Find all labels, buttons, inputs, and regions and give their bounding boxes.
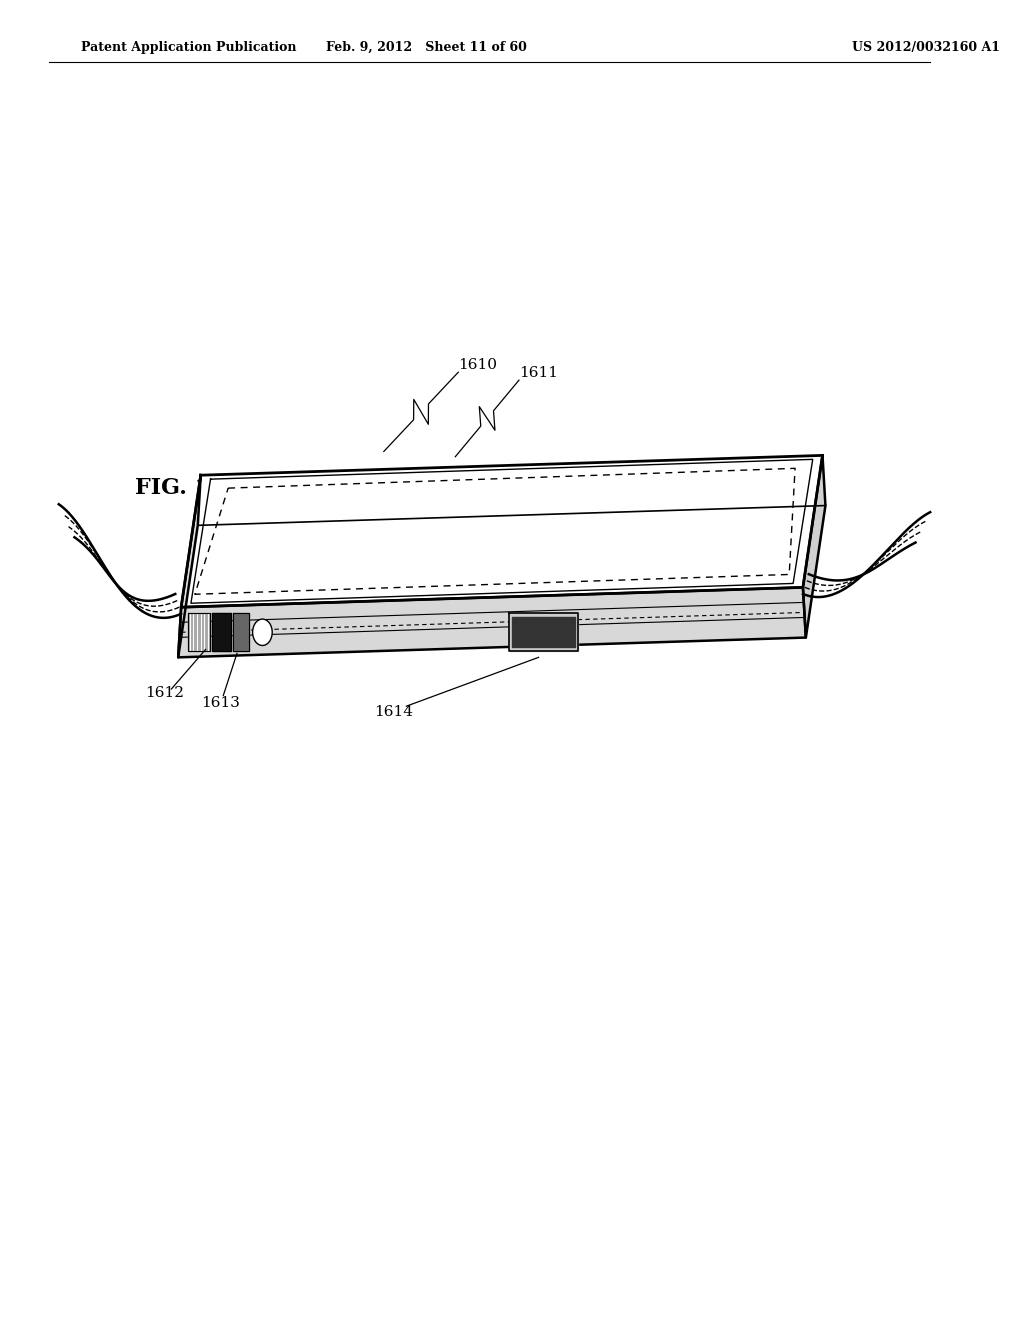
Text: Patent Application Publication: Patent Application Publication (81, 41, 297, 54)
Polygon shape (178, 475, 201, 657)
Text: 1611: 1611 (519, 366, 558, 380)
Polygon shape (803, 455, 825, 638)
Text: US 2012/0032160 A1: US 2012/0032160 A1 (852, 41, 999, 54)
Polygon shape (509, 614, 578, 651)
Text: 1614: 1614 (374, 705, 413, 719)
Circle shape (253, 619, 272, 645)
Text: Feb. 9, 2012   Sheet 11 of 60: Feb. 9, 2012 Sheet 11 of 60 (326, 41, 526, 54)
Text: 1613: 1613 (201, 696, 240, 710)
Polygon shape (512, 618, 574, 647)
Text: 1610: 1610 (459, 358, 498, 372)
Text: 1612: 1612 (145, 685, 184, 700)
Polygon shape (233, 614, 249, 651)
Polygon shape (181, 455, 822, 607)
Polygon shape (188, 614, 210, 651)
Text: FIG. 11: FIG. 11 (135, 478, 225, 499)
Polygon shape (212, 614, 231, 651)
Polygon shape (178, 587, 806, 657)
